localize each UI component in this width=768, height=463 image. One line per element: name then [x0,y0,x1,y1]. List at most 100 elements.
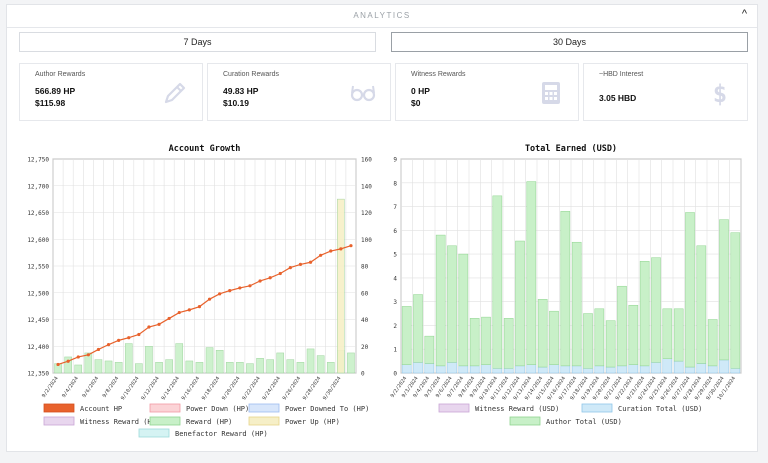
data-point [218,292,222,296]
author-bar [435,234,446,367]
legend-swatch [43,403,75,413]
bar-mark [74,364,83,374]
legend-label: Power Downed To (HP) [285,405,369,413]
bar-mark [104,360,113,374]
bar-mark [347,352,355,374]
card-hbd-value: 3.05 HBD [599,93,637,103]
y-tick-label: 0 [393,371,397,378]
bar-mark [246,363,254,374]
bar-mark [84,352,93,374]
curation-bar [537,366,548,374]
calculator-icon [542,82,560,104]
y-left-tick-label: 12,750 [27,157,49,164]
data-point [298,262,303,266]
card-title: Curation Rewards [223,71,280,78]
data-point [349,244,353,248]
author-bar [605,320,616,368]
author-bar [707,319,718,367]
curation-bar [628,364,639,374]
y-right-tick-label: 160 [361,157,372,164]
bar-mark [155,362,163,374]
card-title: Witness Rewards [411,71,466,78]
author-bar [503,318,514,369]
curation-bar [515,365,525,374]
bar-mark [175,343,184,374]
y-tick-label: 9 [393,157,397,164]
curation-bar [662,358,673,374]
y-tick-label: 4 [393,275,397,282]
author-bar [628,304,639,365]
author-bar [458,253,469,367]
legend-swatch [248,416,280,426]
data-point [278,271,282,276]
card-author-rewards: Author Rewards 566.89 HP $115.98 [19,63,203,121]
legend-swatch [149,403,181,413]
bar-mark [135,363,143,374]
bar-mark [64,356,72,374]
account-hp-line [57,245,352,366]
y-left-tick-label: 12,550 [27,264,49,271]
bar-mark [286,359,295,374]
legend-swatch [248,403,280,413]
legend-label: Power Up (HP) [285,418,340,426]
legend-label: Author Total (USD) [546,418,622,426]
bar-mark [124,343,133,374]
author-bar [481,316,491,365]
author-bar [594,308,605,367]
author-bar [549,310,559,365]
legend-swatch [509,416,541,426]
data-point [248,284,252,288]
author-bar [685,212,695,368]
data-point [268,276,272,280]
curation-bar [617,365,627,374]
y-left-tick-label: 12,700 [27,183,49,190]
curation-bar [401,364,412,374]
data-point [147,325,151,329]
y-left-tick-label: 12,650 [27,210,49,217]
card-hbd-interest: ~HBD Interest 3.05 HBD $ [583,63,748,121]
author-bar [583,313,593,369]
chart-title: Total Earned (USD) [525,144,617,154]
card-hp-value: 0 HP [411,86,430,96]
chevron-up-icon[interactable]: ^ [741,8,747,20]
analytics-panel: ANALYTICS ^ 7 Days 30 Days Author Reward… [6,4,758,452]
dollar-icon: $ [713,80,727,106]
y-right-tick-label: 100 [361,237,372,244]
legend-label: Account HP [80,405,122,413]
bar-mark [296,362,305,374]
card-hp-value: 566.89 HP [35,86,76,96]
card-usd-value: $115.98 [35,98,66,108]
data-point [187,308,191,312]
tab-7-days[interactable]: 7 Days [19,32,376,52]
legend-swatch [43,416,75,426]
curation-bar [435,365,446,374]
curation-bar [707,365,718,374]
curation-bar [651,362,661,374]
curation-bar [560,365,571,374]
tab-30-days[interactable]: 30 Days [391,32,748,52]
legend-label: Curation Total (USD) [618,405,702,413]
curation-bar [730,367,741,374]
curation-bar [719,359,729,374]
y-tick-label: 5 [393,252,397,259]
legend-label: Benefactor Reward (HP) [175,430,268,438]
legend-label: Witness Reward (USD) [475,405,559,413]
data-point [127,336,131,340]
bar-mark [114,362,123,374]
data-point [339,247,343,251]
data-point [288,266,292,270]
total-earned-chart: Total Earned (USD)98765432109/2/20249/3/… [390,144,742,426]
curation-bar [469,365,480,374]
author-bar [673,308,684,362]
data-point [228,289,232,293]
author-bar [696,245,707,364]
bar-mark [225,362,234,374]
author-bar [662,308,673,359]
author-bar [730,232,741,369]
bar-mark [185,360,194,374]
bar-mark [337,198,345,374]
analytics-header[interactable]: ANALYTICS ^ [7,5,757,28]
data-point [86,353,90,357]
legend-swatch [138,428,170,438]
curation-bar [594,365,605,374]
